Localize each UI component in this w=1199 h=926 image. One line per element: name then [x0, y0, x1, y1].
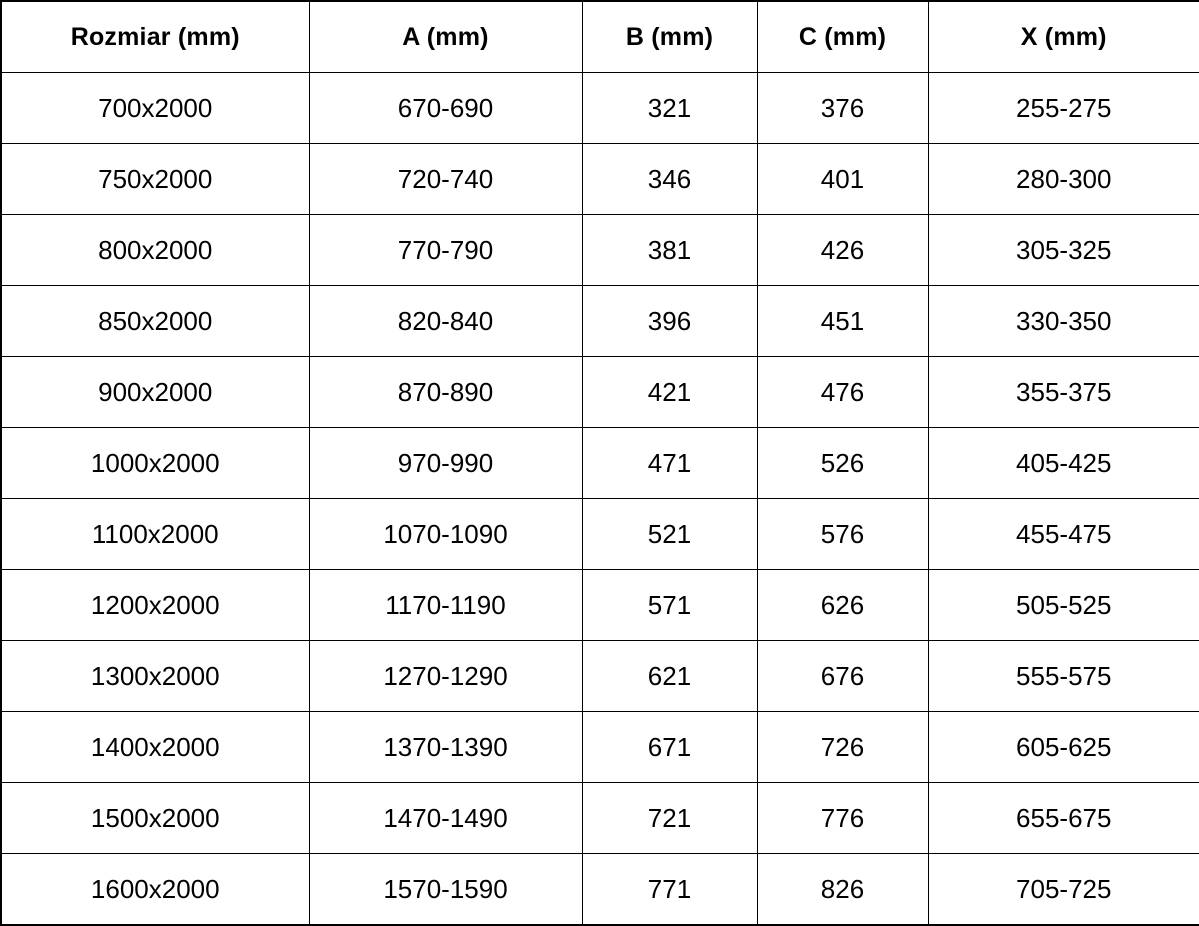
table-cell: 426 — [756, 214, 929, 286]
table-cell: 970-990 — [308, 427, 583, 499]
column-header-rozmiar: Rozmiar (mm) — [0, 0, 310, 73]
column-header-c: C (mm) — [756, 0, 929, 73]
table-cell: 305-325 — [927, 214, 1199, 286]
table-cell: 1000x2000 — [0, 427, 310, 499]
table-cell: 376 — [756, 72, 929, 144]
table-cell: 455-475 — [927, 498, 1199, 570]
table-cell: 726 — [756, 711, 929, 783]
table-row: 800x2000 770-790 381 426 305-325 — [0, 214, 1199, 286]
table-cell: 1370-1390 — [308, 711, 583, 783]
table-row: 1400x2000 1370-1390 671 726 605-625 — [0, 711, 1199, 783]
table-cell: 621 — [581, 640, 758, 712]
table-cell: 1470-1490 — [308, 782, 583, 854]
table-cell: 1270-1290 — [308, 640, 583, 712]
table-cell: 671 — [581, 711, 758, 783]
table-cell: 255-275 — [927, 72, 1199, 144]
table-row: 1500x2000 1470-1490 721 776 655-675 — [0, 782, 1199, 854]
table-cell: 1400x2000 — [0, 711, 310, 783]
table-cell: 700x2000 — [0, 72, 310, 144]
table-cell: 526 — [756, 427, 929, 499]
table-row: 1600x2000 1570-1590 771 826 705-725 — [0, 853, 1199, 926]
table-cell: 576 — [756, 498, 929, 570]
table-row: 900x2000 870-890 421 476 355-375 — [0, 356, 1199, 428]
table-cell: 776 — [756, 782, 929, 854]
table-cell: 655-675 — [927, 782, 1199, 854]
table-cell: 1070-1090 — [308, 498, 583, 570]
table-cell: 800x2000 — [0, 214, 310, 286]
table-cell: 721 — [581, 782, 758, 854]
table-row: 850x2000 820-840 396 451 330-350 — [0, 285, 1199, 357]
table-cell: 571 — [581, 569, 758, 641]
table-cell: 705-725 — [927, 853, 1199, 926]
table-cell: 1300x2000 — [0, 640, 310, 712]
table-row: 1300x2000 1270-1290 621 676 555-575 — [0, 640, 1199, 712]
table-cell: 405-425 — [927, 427, 1199, 499]
table-cell: 346 — [581, 143, 758, 215]
table-cell: 321 — [581, 72, 758, 144]
table-cell: 471 — [581, 427, 758, 499]
table-row: 700x2000 670-690 321 376 255-275 — [0, 72, 1199, 144]
table-cell: 605-625 — [927, 711, 1199, 783]
table-cell: 1100x2000 — [0, 498, 310, 570]
column-header-a: A (mm) — [308, 0, 583, 73]
table-cell: 280-300 — [927, 143, 1199, 215]
column-header-x: X (mm) — [927, 0, 1199, 73]
table-cell: 900x2000 — [0, 356, 310, 428]
table-cell: 1200x2000 — [0, 569, 310, 641]
table-cell: 771 — [581, 853, 758, 926]
table-row: 750x2000 720-740 346 401 280-300 — [0, 143, 1199, 215]
table-row: 1000x2000 970-990 471 526 405-425 — [0, 427, 1199, 499]
table-row: 1100x2000 1070-1090 521 576 455-475 — [0, 498, 1199, 570]
table-cell: 826 — [756, 853, 929, 926]
table-cell: 870-890 — [308, 356, 583, 428]
table-cell: 1500x2000 — [0, 782, 310, 854]
table-cell: 381 — [581, 214, 758, 286]
table-cell: 720-740 — [308, 143, 583, 215]
table-cell: 750x2000 — [0, 143, 310, 215]
table-cell: 451 — [756, 285, 929, 357]
table-cell: 505-525 — [927, 569, 1199, 641]
table-cell: 670-690 — [308, 72, 583, 144]
table-cell: 555-575 — [927, 640, 1199, 712]
table-cell: 676 — [756, 640, 929, 712]
table-cell: 355-375 — [927, 356, 1199, 428]
table-cell: 820-840 — [308, 285, 583, 357]
table-row: 1200x2000 1170-1190 571 626 505-525 — [0, 569, 1199, 641]
table-cell: 850x2000 — [0, 285, 310, 357]
table-cell: 401 — [756, 143, 929, 215]
table-cell: 421 — [581, 356, 758, 428]
table-cell: 330-350 — [927, 285, 1199, 357]
table-cell: 626 — [756, 569, 929, 641]
table-body: 700x2000 670-690 321 376 255-275 750x2000 720-… — [0, 72, 1199, 926]
table-cell: 1170-1190 — [308, 569, 583, 641]
table-header-row: Rozmiar (mm) A (mm) B (mm) C (mm) X (mm) — [0, 0, 1199, 73]
table-cell: 396 — [581, 285, 758, 357]
table-cell: 770-790 — [308, 214, 583, 286]
table-cell: 1570-1590 — [308, 853, 583, 926]
table-cell: 476 — [756, 356, 929, 428]
table-cell: 521 — [581, 498, 758, 570]
table-cell: 1600x2000 — [0, 853, 310, 926]
column-header-b: B (mm) — [581, 0, 758, 73]
